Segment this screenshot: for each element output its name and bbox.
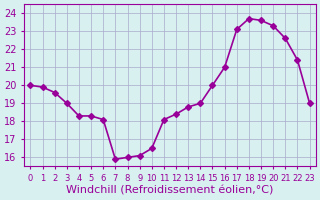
X-axis label: Windchill (Refroidissement éolien,°C): Windchill (Refroidissement éolien,°C): [66, 186, 274, 196]
